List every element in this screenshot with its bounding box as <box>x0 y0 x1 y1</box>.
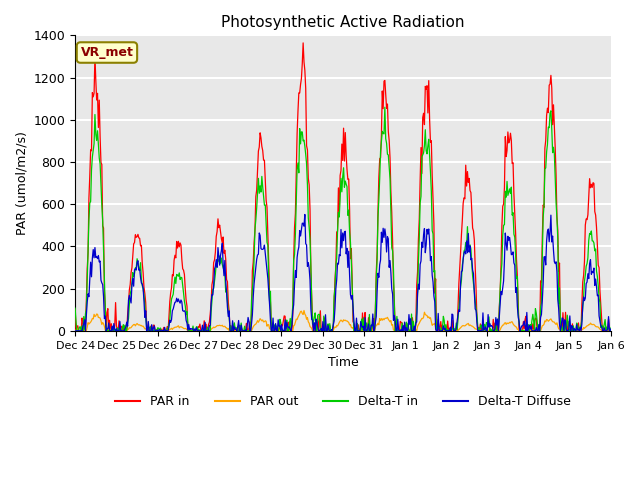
Delta-T Diffuse <box>301 212 308 217</box>
Delta-T Diffuse <box>607 328 615 334</box>
Delta-T Diffuse <box>331 305 339 311</box>
PAR out <box>260 319 268 324</box>
Delta-T Diffuse <box>260 246 268 252</box>
Delta-T in <box>71 305 79 311</box>
PAR in <box>332 264 340 269</box>
PAR out <box>239 328 247 334</box>
X-axis label: Time: Time <box>328 356 358 369</box>
PAR in <box>607 328 615 334</box>
PAR in <box>239 328 247 334</box>
Delta-T in <box>579 305 587 311</box>
PAR in <box>100 289 108 295</box>
Line: PAR in: PAR in <box>75 43 611 331</box>
PAR out <box>100 324 108 329</box>
Line: Delta-T Diffuse: Delta-T Diffuse <box>75 215 611 331</box>
Text: VR_met: VR_met <box>81 46 133 59</box>
PAR out <box>332 324 340 330</box>
Delta-T in <box>607 324 615 330</box>
Line: PAR out: PAR out <box>75 311 611 331</box>
PAR out <box>72 328 80 334</box>
Delta-T in <box>239 328 247 334</box>
Delta-T Diffuse <box>100 294 108 300</box>
PAR in <box>579 279 587 285</box>
Delta-T in <box>260 202 268 208</box>
Delta-T in <box>331 286 339 291</box>
Delta-T in <box>73 328 81 334</box>
PAR in <box>71 307 79 312</box>
PAR in <box>287 328 295 334</box>
Delta-T in <box>100 282 108 288</box>
Delta-T Diffuse <box>286 327 294 333</box>
PAR out <box>287 326 295 332</box>
PAR in <box>72 328 80 334</box>
Delta-T in <box>287 328 295 334</box>
PAR in <box>300 40 307 46</box>
Delta-T in <box>381 104 388 110</box>
PAR out <box>300 308 308 313</box>
Title: Photosynthetic Active Radiation: Photosynthetic Active Radiation <box>221 15 465 30</box>
Delta-T Diffuse <box>71 328 79 334</box>
Legend: PAR in, PAR out, Delta-T in, Delta-T Diffuse: PAR in, PAR out, Delta-T in, Delta-T Dif… <box>110 390 576 413</box>
Line: Delta-T in: Delta-T in <box>75 107 611 331</box>
PAR out <box>607 328 615 334</box>
PAR out <box>71 327 79 333</box>
PAR in <box>260 157 268 163</box>
PAR out <box>579 327 587 333</box>
Delta-T Diffuse <box>578 321 586 327</box>
Y-axis label: PAR (umol/m2/s): PAR (umol/m2/s) <box>15 131 28 235</box>
Delta-T Diffuse <box>238 328 246 334</box>
